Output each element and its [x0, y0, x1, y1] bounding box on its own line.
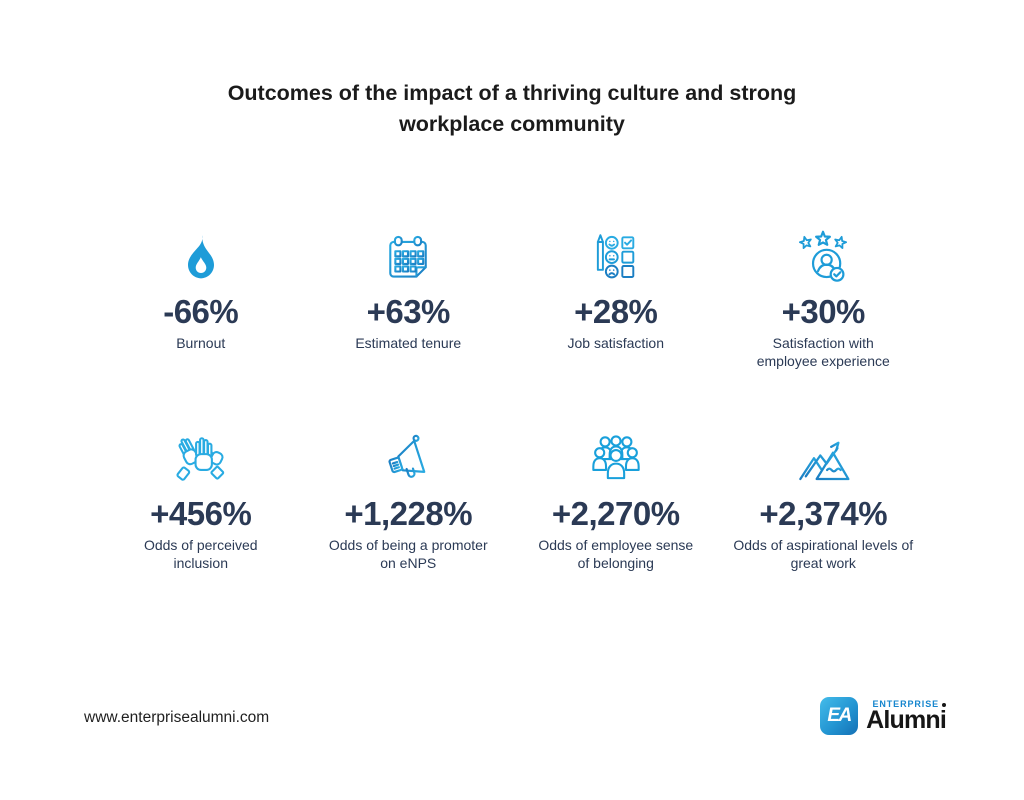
stat-label-line: of belonging [577, 555, 654, 572]
stat-value: +1,228% [344, 495, 473, 532]
stat-label-line: Satisfaction with [772, 334, 874, 351]
people-group-icon [587, 428, 645, 492]
flame-icon [175, 226, 227, 290]
stat-card-employee-experience: +30% Satisfaction with employee experien… [720, 226, 928, 428]
logo-dot-icon [942, 702, 946, 707]
stat-value: +456% [150, 495, 252, 532]
stat-label-line: Odds of aspirational levels of [733, 536, 914, 553]
page-title: Outcomes of the impact of a thriving cul… [0, 78, 1024, 139]
enterprise-alumni-logo: EA ENTERPRISE Alumni [820, 697, 947, 735]
logo-wordmark: ENTERPRISE Alumni [866, 700, 947, 735]
stat-label: Odds of being a promoter on eNPS [329, 536, 488, 573]
high-five-icon [172, 428, 230, 492]
stat-label-line: Odds of being a promoter [328, 536, 488, 553]
stat-label: Odds of aspirational levels of great wor… [733, 536, 913, 573]
stat-value: +28% [574, 293, 658, 330]
ea-badge-icon: EA [820, 697, 859, 735]
stat-card-job-satisfaction: +28% Job satisfaction [512, 226, 720, 428]
logo-top-row: ENTERPRISE [872, 700, 946, 709]
survey-icon [589, 226, 643, 290]
megaphone-icon [379, 428, 437, 492]
stat-label-line: Odds of employee sense [538, 536, 694, 553]
stat-label-line: Job satisfaction [567, 334, 665, 351]
stat-label: Odds of perceived inclusion [144, 536, 258, 573]
stat-card-burnout: -66% Burnout [97, 226, 305, 428]
stat-label: Burnout [176, 334, 225, 352]
stat-label: Job satisfaction [568, 334, 665, 352]
stat-card-aspirational-work: +2,374% Odds of aspirational levels of g… [720, 428, 928, 630]
website-url: www.enterprisealumni.com [84, 709, 270, 726]
stat-label-line: inclusion [173, 555, 228, 572]
title-line-2: workplace community [399, 111, 625, 136]
stat-label-line: on eNPS [380, 555, 437, 572]
person-stars-icon [794, 226, 852, 290]
stat-value: +2,374% [759, 495, 888, 532]
mountain-arrow-icon [793, 428, 853, 492]
logo-enterprise-text: ENTERPRISE [872, 699, 939, 710]
title-line-1: Outcomes of the impact of a thriving cul… [227, 81, 797, 105]
stat-label-line: employee experience [756, 353, 890, 370]
stat-label-line: Burnout [176, 334, 226, 351]
stat-card-estimated-tenure: +63% Estimated tenure [305, 226, 513, 428]
stat-label: Estimated tenure [355, 334, 461, 352]
stat-value: +2,270% [551, 495, 680, 532]
stat-label-line: Odds of perceived [143, 536, 258, 553]
stat-label-line: Estimated tenure [355, 334, 462, 351]
stat-value: +30% [781, 293, 866, 330]
ea-badge-text: EA [827, 705, 852, 726]
stat-card-enps-promoter: +1,228% Odds of being a promoter on eNPS [305, 428, 513, 630]
stat-value: +63% [366, 293, 451, 330]
logo-alumni-text: Alumni [866, 706, 947, 735]
stat-label-line: great work [790, 555, 856, 572]
stat-label: Satisfaction with employee experience [757, 334, 890, 371]
stat-card-perceived-inclusion: +456% Odds of perceived inclusion [97, 428, 305, 630]
stat-value: -66% [163, 293, 239, 330]
stat-label: Odds of employee sense of belonging [538, 536, 693, 573]
calendar-icon [381, 226, 435, 290]
stats-grid: -66% Burnout [97, 226, 927, 630]
stat-card-sense-of-belonging: +2,270% Odds of employee sense of belong… [512, 428, 720, 630]
